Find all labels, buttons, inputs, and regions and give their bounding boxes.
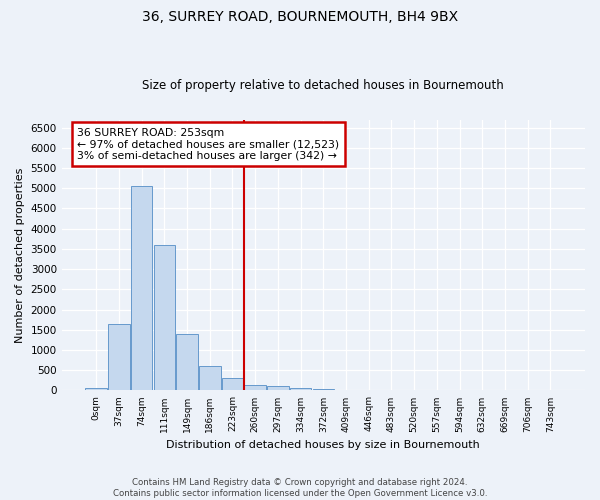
Bar bbox=[199, 366, 221, 390]
Bar bbox=[222, 378, 243, 390]
Bar bbox=[108, 324, 130, 390]
Bar bbox=[154, 246, 175, 390]
Text: 36, SURREY ROAD, BOURNEMOUTH, BH4 9BX: 36, SURREY ROAD, BOURNEMOUTH, BH4 9BX bbox=[142, 10, 458, 24]
X-axis label: Distribution of detached houses by size in Bournemouth: Distribution of detached houses by size … bbox=[166, 440, 480, 450]
Text: 36 SURREY ROAD: 253sqm
← 97% of detached houses are smaller (12,523)
3% of semi-: 36 SURREY ROAD: 253sqm ← 97% of detached… bbox=[77, 128, 340, 161]
Bar bbox=[176, 334, 198, 390]
Bar bbox=[267, 386, 289, 390]
Text: Contains HM Land Registry data © Crown copyright and database right 2024.
Contai: Contains HM Land Registry data © Crown c… bbox=[113, 478, 487, 498]
Title: Size of property relative to detached houses in Bournemouth: Size of property relative to detached ho… bbox=[142, 79, 504, 92]
Bar bbox=[131, 186, 152, 390]
Bar bbox=[290, 388, 311, 390]
Bar bbox=[85, 388, 107, 390]
Bar bbox=[313, 389, 334, 390]
Bar bbox=[244, 385, 266, 390]
Y-axis label: Number of detached properties: Number of detached properties bbox=[15, 168, 25, 342]
